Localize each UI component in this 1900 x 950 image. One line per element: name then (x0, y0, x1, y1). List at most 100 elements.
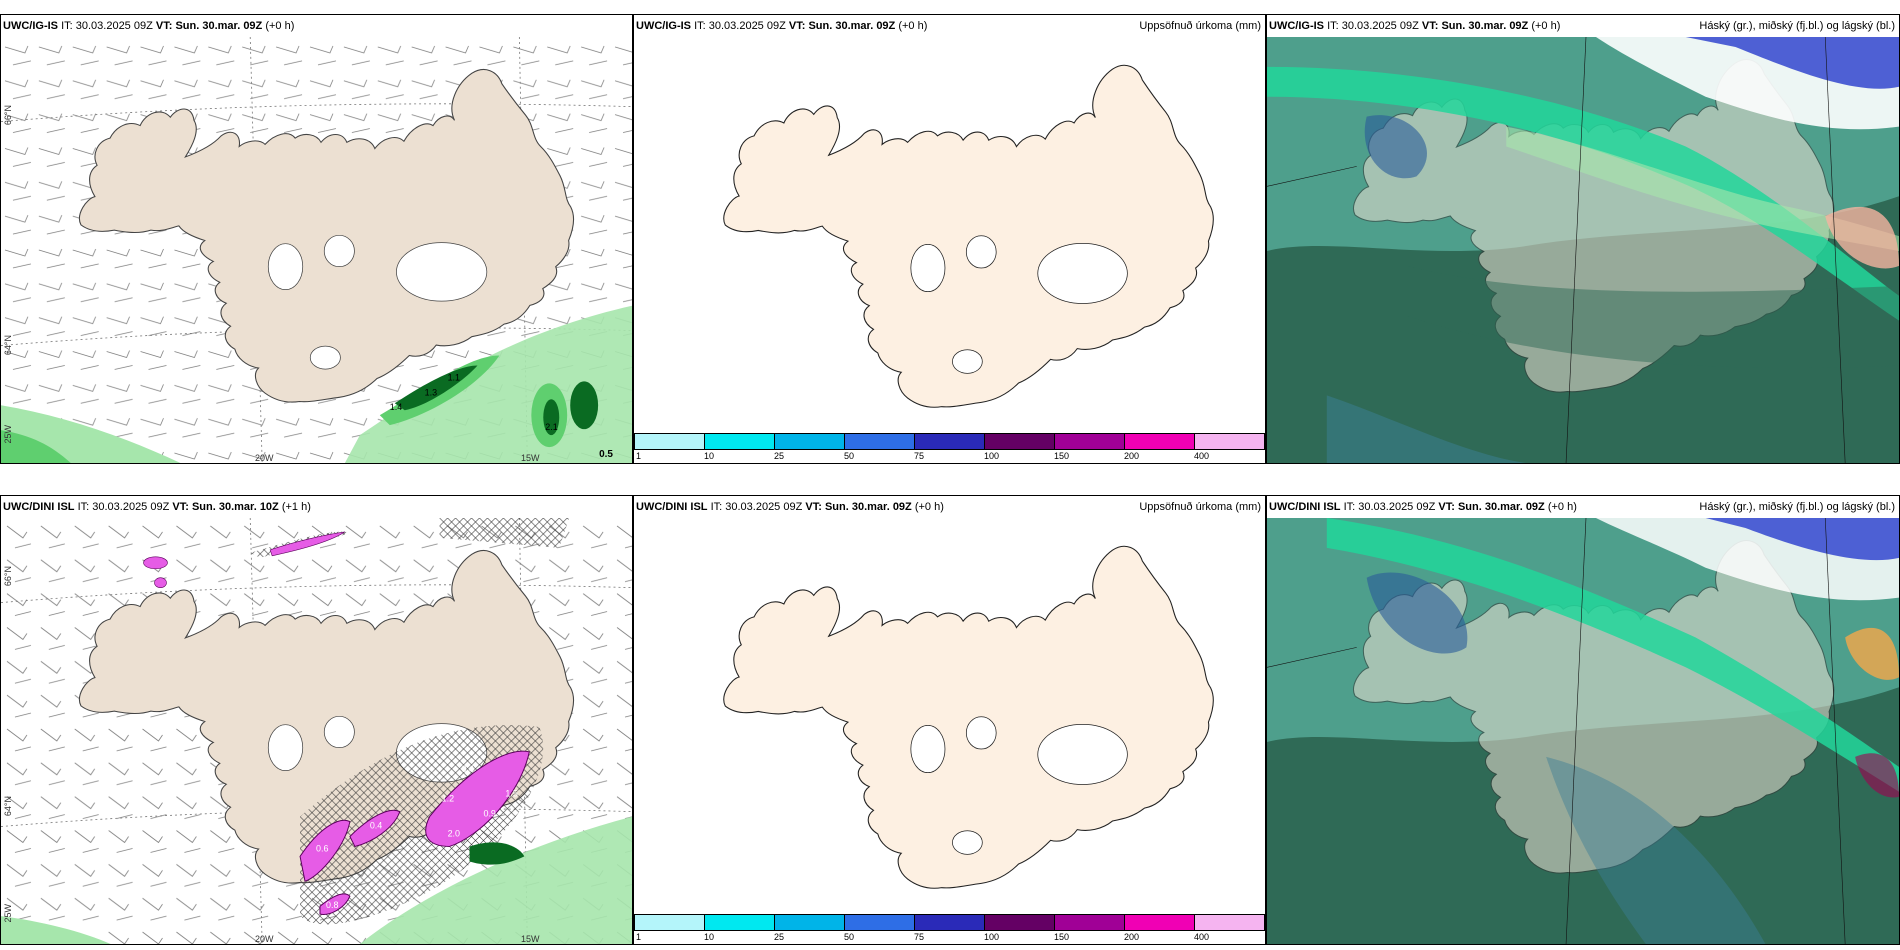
valid-time: Sun. 30.mar. 10Z (191, 501, 279, 513)
it-label: IT: (710, 501, 723, 513)
precip-colorbar: 1 10 25 50 75 100 150 200 400 (634, 433, 1265, 463)
vt-label: VT: (172, 501, 189, 513)
panel-title: Háský (gr.), miðský (fj.bl.) og lágský (… (1699, 501, 1895, 513)
precip-value-label: 1.1 (448, 372, 460, 382)
colorbar-tick: 1 (636, 932, 642, 942)
colorbar-tick: 200 (1124, 932, 1140, 942)
valid-time: Sun. 30.mar. 09Z (175, 20, 263, 32)
colorbar-swatch (984, 914, 1055, 931)
precip-value-label: 0.5 (599, 449, 613, 460)
accumulated-precip-panel-igis: UWC/IG-IS IT: 30.03.2025 09Z VT: Sun. 30… (633, 14, 1266, 464)
it-label: IT: (1327, 20, 1339, 32)
model-name: UWC/DINI ISL (636, 501, 708, 513)
panel-title: Uppsöfnuð úrkoma (mm) (1139, 20, 1261, 32)
it-label: IT: (694, 20, 706, 32)
map-area[interactable]: 0.4 1.2 0.9 1.5 0.6 0.4 2.0 0.8 (1, 518, 632, 944)
colorbar-swatch (844, 914, 915, 931)
cloud-map (1267, 37, 1899, 463)
panel-header: UWC/IG-IS IT: 30.03.2025 09Z VT: Sun. 30… (634, 15, 1265, 37)
colorbar-tick: 150 (1054, 451, 1070, 461)
colorbar-swatch (1194, 914, 1265, 931)
colorbar-tick: 100 (984, 451, 1000, 461)
cloud-map (1267, 518, 1899, 944)
wind-barb-map: 0.4 1.2 0.9 1.5 0.6 0.4 2.0 0.8 (1, 518, 632, 944)
colorbar-swatch (634, 433, 705, 450)
colorbar-tick: 10 (704, 932, 715, 942)
precip-value-label: 0.4 (370, 821, 382, 831)
precip-value-label: 0.6 (316, 843, 328, 853)
map-area[interactable]: 1.4 1.3 1.1 2.1 0.5 (1, 37, 632, 463)
colorbar-tick: 75 (914, 932, 925, 942)
lon-label: 20W (255, 453, 274, 463)
panel-header: UWC/DINI ISL IT: 30.03.2025 09Z VT: Sun.… (1267, 496, 1899, 518)
lead-time: (+0 h) (914, 501, 944, 513)
init-time: 30.03.2025 09Z (708, 20, 786, 32)
wind-barb-map: 1.4 1.3 1.1 2.1 0.5 (1, 37, 632, 463)
precip-value-label: 1.2 (442, 794, 454, 804)
model-name: UWC/IG-IS (636, 20, 691, 32)
vt-label: VT: (155, 20, 173, 32)
lead-time: (+0 h) (1547, 501, 1577, 513)
panel-header: UWC/IG-IS IT: 30.03.2025 09Z VT: Sun. 30… (1267, 15, 1899, 37)
model-name: UWC/DINI ISL (3, 501, 75, 513)
precip-value-label: 1.3 (425, 387, 437, 397)
map-area[interactable] (634, 37, 1265, 433)
colorbar-tick: 200 (1124, 451, 1140, 461)
init-time: 30.03.2025 09Z (75, 20, 153, 32)
colorbar-swatch (634, 914, 705, 931)
lon-label: 25W (3, 425, 13, 444)
valid-time: Sun. 30.mar. 09Z (1441, 20, 1529, 32)
colorbar-swatch (704, 914, 775, 931)
lon-label: 15W (521, 453, 540, 463)
cloud-cover-panel-dini: UWC/DINI ISL IT: 30.03.2025 09Z VT: Sun.… (1266, 495, 1900, 945)
precip-value-label: 0.4 (462, 764, 474, 774)
it-label: IT: (77, 501, 90, 513)
wind-precip-map-panel-dini: UWC/DINI ISL IT: 30.03.2025 09Z VT: Sun.… (0, 495, 633, 945)
lead-time: (+0 h) (898, 20, 928, 32)
colorbar-tick: 25 (774, 451, 785, 461)
colorbar-tick: 400 (1194, 451, 1210, 461)
valid-time: Sun. 30.mar. 09Z (808, 20, 896, 32)
lon-label: 20W (255, 934, 274, 944)
colorbar-swatch (844, 433, 915, 450)
colorbar-swatch (914, 914, 985, 931)
colorbar-tick: 400 (1194, 932, 1210, 942)
precip-map (723, 545, 1214, 889)
it-label: IT: (1343, 501, 1356, 513)
colorbar-tick: 50 (844, 932, 855, 942)
colorbar-swatch (774, 433, 845, 450)
model-name: UWC/DINI ISL (1269, 501, 1341, 513)
vt-label: VT: (1438, 501, 1455, 513)
colorbar-tick: 75 (914, 451, 925, 461)
map-area[interactable] (1267, 518, 1899, 944)
model-name: UWC/IG-IS (1269, 20, 1324, 32)
colorbar-tick: 150 (1054, 932, 1070, 942)
lon-label: 25W (3, 904, 13, 923)
colorbar-swatch (1054, 433, 1125, 450)
cloud-cover-panel-igis: UWC/IG-IS IT: 30.03.2025 09Z VT: Sun. 30… (1266, 14, 1900, 464)
accumulated-precip-panel-dini: UWC/DINI ISL IT: 30.03.2025 09Z VT: Sun.… (633, 495, 1266, 945)
colorbar-swatch (984, 433, 1055, 450)
colorbar-swatch (774, 914, 845, 931)
map-area[interactable] (634, 518, 1265, 914)
map-area[interactable] (1267, 37, 1899, 463)
lead-time: (+0 h) (265, 20, 295, 32)
it-label: IT: (61, 20, 73, 32)
init-time: 30.03.2025 09Z (1358, 501, 1436, 513)
panel-header: UWC/DINI ISL IT: 30.03.2025 09Z VT: Sun.… (1, 496, 632, 518)
colorbar-swatch (914, 433, 985, 450)
panel-header: UWC/IG-IS IT: 30.03.2025 09Z VT: Sun. 30… (1, 15, 632, 37)
colorbar-tick: 1 (636, 451, 642, 461)
colorbar-tick: 50 (844, 451, 855, 461)
valid-time: Sun. 30.mar. 09Z (1457, 501, 1545, 513)
lat-label: 66°N (3, 566, 13, 587)
vt-label: VT: (805, 501, 822, 513)
colorbar-swatch (704, 433, 775, 450)
colorbar-swatch (1124, 914, 1195, 931)
colorbar-swatch (1054, 914, 1125, 931)
init-time: 30.03.2025 09Z (725, 501, 803, 513)
model-name: UWC/IG-IS (3, 20, 58, 32)
vt-label: VT: (788, 20, 806, 32)
lat-label: 66°N (3, 105, 13, 126)
precip-value-label: 2.1 (545, 422, 557, 432)
